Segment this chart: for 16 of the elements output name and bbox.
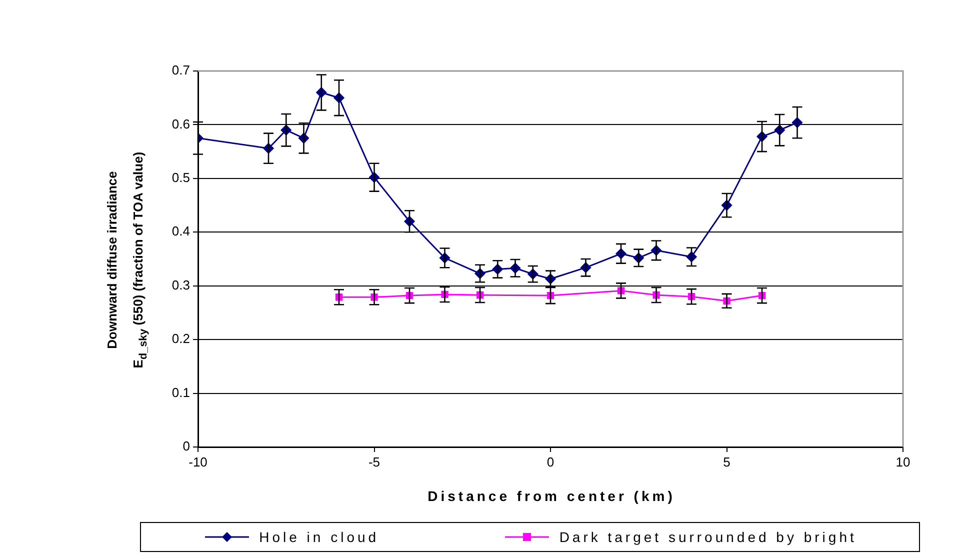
y-tick-label: 0: [182, 438, 190, 454]
y-tick-label: 0.2: [172, 331, 190, 346]
legend-label: Hole in cloud: [259, 529, 380, 545]
x-tick-label: 10: [896, 454, 910, 470]
x-tick-label: 0: [546, 454, 554, 470]
legend-label: Dark target surrounded by bright: [559, 529, 857, 545]
y-tick-label: 0.3: [172, 277, 190, 292]
x-tick-label: -10: [188, 454, 208, 470]
y-tick-label: 0.7: [172, 62, 190, 78]
y-tick-label: 0.1: [172, 384, 190, 400]
y-tick-label: 0.4: [172, 224, 190, 239]
y-tick-label: 0.6: [172, 116, 190, 132]
x-tick-label: 5: [723, 454, 730, 470]
y-tick-label: 0.5: [172, 170, 190, 186]
x-axis-title: Distance from center (km): [426, 488, 676, 504]
x-tick-label: -5: [368, 454, 380, 470]
